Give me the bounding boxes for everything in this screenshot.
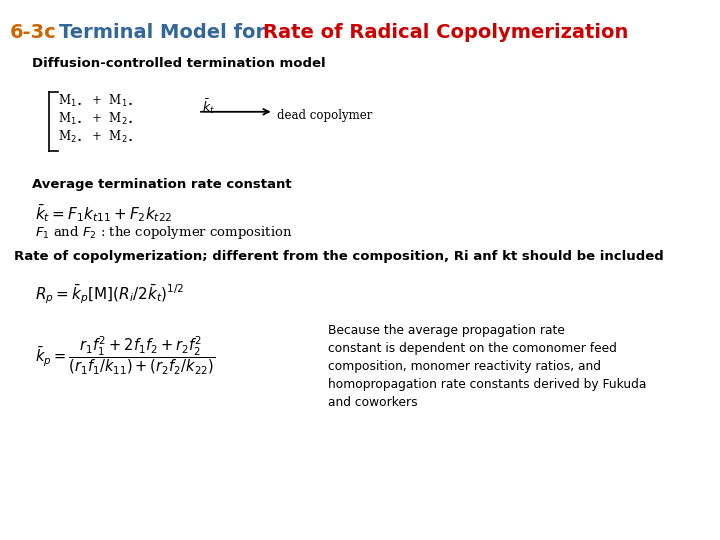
- Text: M$_{1\bullet}$  +  M$_{2\bullet}$: M$_{1\bullet}$ + M$_{2\bullet}$: [58, 111, 133, 127]
- Text: Terminal Model for: Terminal Model for: [59, 23, 272, 42]
- Text: $F_1$ and $F_2$ : the copolymer composition: $F_1$ and $F_2$ : the copolymer composit…: [35, 224, 292, 241]
- Text: Rate of Radical Copolymerization: Rate of Radical Copolymerization: [263, 23, 628, 42]
- Text: M$_{2\bullet}$  +  M$_{2\bullet}$: M$_{2\bullet}$ + M$_{2\bullet}$: [58, 129, 133, 145]
- Text: $\bar{k}_t$: $\bar{k}_t$: [202, 97, 215, 116]
- Text: $\bar{k}_p = \dfrac{r_1 f_1^2 + 2f_1 f_2 + r_2 f_2^2}{(r_1 f_1/k_{11}) + (r_2 f_: $\bar{k}_p = \dfrac{r_1 f_1^2 + 2f_1 f_2…: [35, 335, 215, 377]
- Text: Rate of copolymerization; different from the composition, Ri anf kt should be in: Rate of copolymerization; different from…: [14, 250, 664, 263]
- Text: $\bar{k}_t = F_1 k_{t11} + F_2 k_{t22}$: $\bar{k}_t = F_1 k_{t11} + F_2 k_{t22}$: [35, 202, 172, 224]
- Text: Because the average propagation rate
constant is dependent on the comonomer feed: Because the average propagation rate con…: [328, 324, 646, 409]
- Text: M$_{1\bullet}$  +  M$_{1\bullet}$: M$_{1\bullet}$ + M$_{1\bullet}$: [58, 93, 133, 109]
- Text: dead copolymer: dead copolymer: [277, 109, 372, 122]
- Text: Diffusion-controlled termination model: Diffusion-controlled termination model: [32, 57, 326, 70]
- Text: $R_p = \bar{k}_p[\mathrm{M}](R_i/2\bar{k}_t)^{1/2}$: $R_p = \bar{k}_p[\mathrm{M}](R_i/2\bar{k…: [35, 282, 184, 306]
- Text: 6-3c: 6-3c: [9, 23, 56, 42]
- Text: Average termination rate constant: Average termination rate constant: [32, 178, 292, 191]
